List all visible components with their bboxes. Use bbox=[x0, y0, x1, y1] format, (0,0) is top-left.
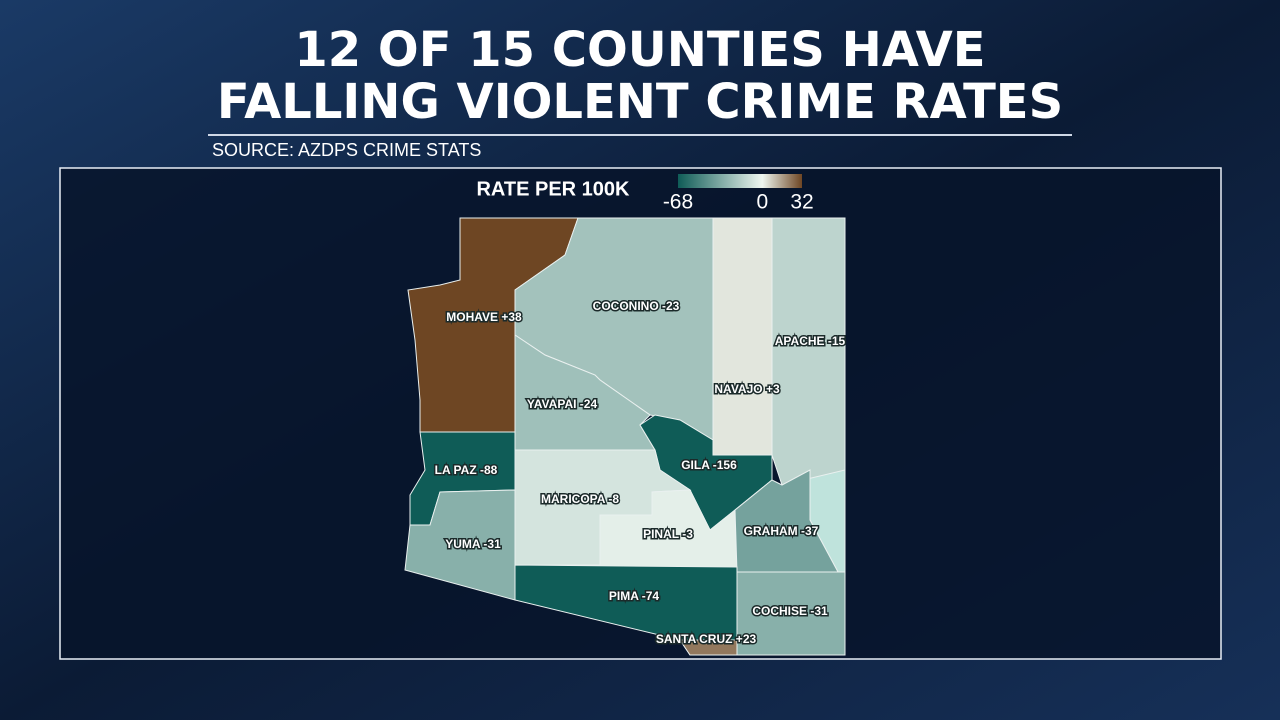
county-label: SANTA CRUZ +23 bbox=[656, 632, 757, 646]
county bbox=[679, 639, 738, 656]
county bbox=[712, 217, 773, 456]
county-label: COCONINO -23 bbox=[593, 299, 680, 313]
legend-bar bbox=[678, 174, 802, 188]
title-line: FALLING VIOLENT CRIME RATES bbox=[217, 74, 1063, 130]
legend-tick-label: -68 bbox=[663, 191, 693, 214]
county-label: GILA -156 bbox=[681, 458, 737, 472]
map: MOHAVE +38 COCONINO -23 NAVAJO +3 APACHE -1… bbox=[404, 217, 847, 656]
county-label: PIMA -74 bbox=[609, 589, 660, 603]
county-label: PINAL -3 bbox=[643, 527, 693, 541]
county-label: GRAHAM -37 bbox=[744, 524, 819, 538]
county bbox=[736, 571, 846, 656]
county-label: COCHISE -31 bbox=[752, 604, 828, 618]
title-line: 12 OF 15 COUNTIES HAVE bbox=[294, 22, 985, 78]
legend-title: RATE PER 100K bbox=[476, 178, 630, 200]
county-label: LA PAZ -88 bbox=[435, 463, 498, 477]
legend-tick-label: 0 bbox=[756, 191, 768, 214]
county-label: YAVAPAI -24 bbox=[527, 397, 598, 411]
county-label: NAVAJO +3 bbox=[714, 382, 780, 396]
source: SOURCE: AZDPS CRIME STATS bbox=[212, 140, 481, 160]
county-label: MARICOPA -8 bbox=[541, 492, 619, 506]
county bbox=[771, 217, 846, 486]
county-label: APACHE -15 bbox=[775, 334, 846, 348]
county-label: MOHAVE +38 bbox=[446, 310, 522, 324]
county-label: YUMA -31 bbox=[445, 537, 501, 551]
legend-tick-label: 32 bbox=[790, 191, 813, 214]
